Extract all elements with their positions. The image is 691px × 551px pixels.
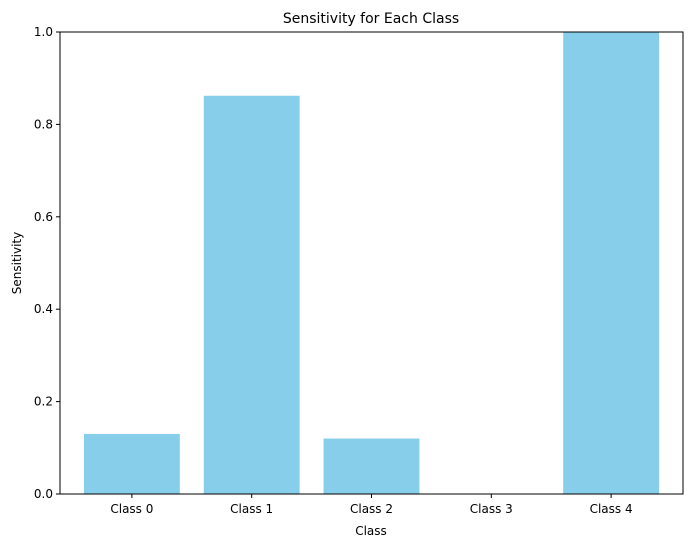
y-tick-label: 0.8 (34, 117, 53, 131)
chart-title: Sensitivity for Each Class (283, 11, 459, 27)
bar-class-2 (323, 438, 420, 494)
y-axis-label: Sensitivity (10, 232, 24, 294)
y-tick-label: 0.2 (34, 395, 53, 409)
y-tick-label: 0.4 (34, 302, 53, 316)
x-tick-label: Class 1 (230, 502, 273, 516)
y-tick-label: 0.6 (34, 210, 53, 224)
x-tick-label: Class 3 (470, 502, 513, 516)
bar-class-4 (563, 32, 660, 494)
x-axis-label: Class (355, 524, 387, 538)
bar-class-1 (203, 95, 300, 495)
x-tick-label: Class 4 (590, 502, 633, 516)
axes-layer: Class 0 Class 1 Class 2 Class 3 Class 4 0.0 0.… (34, 25, 684, 516)
x-tick-label: Class 0 (110, 502, 153, 516)
y-tick-label: 0.0 (34, 487, 53, 501)
y-tick-label: 1.0 (34, 25, 53, 39)
bar-class-0 (83, 433, 180, 494)
x-tick-label: Class 2 (350, 502, 393, 516)
bars-layer (83, 32, 660, 495)
plot-frame (59, 31, 684, 495)
